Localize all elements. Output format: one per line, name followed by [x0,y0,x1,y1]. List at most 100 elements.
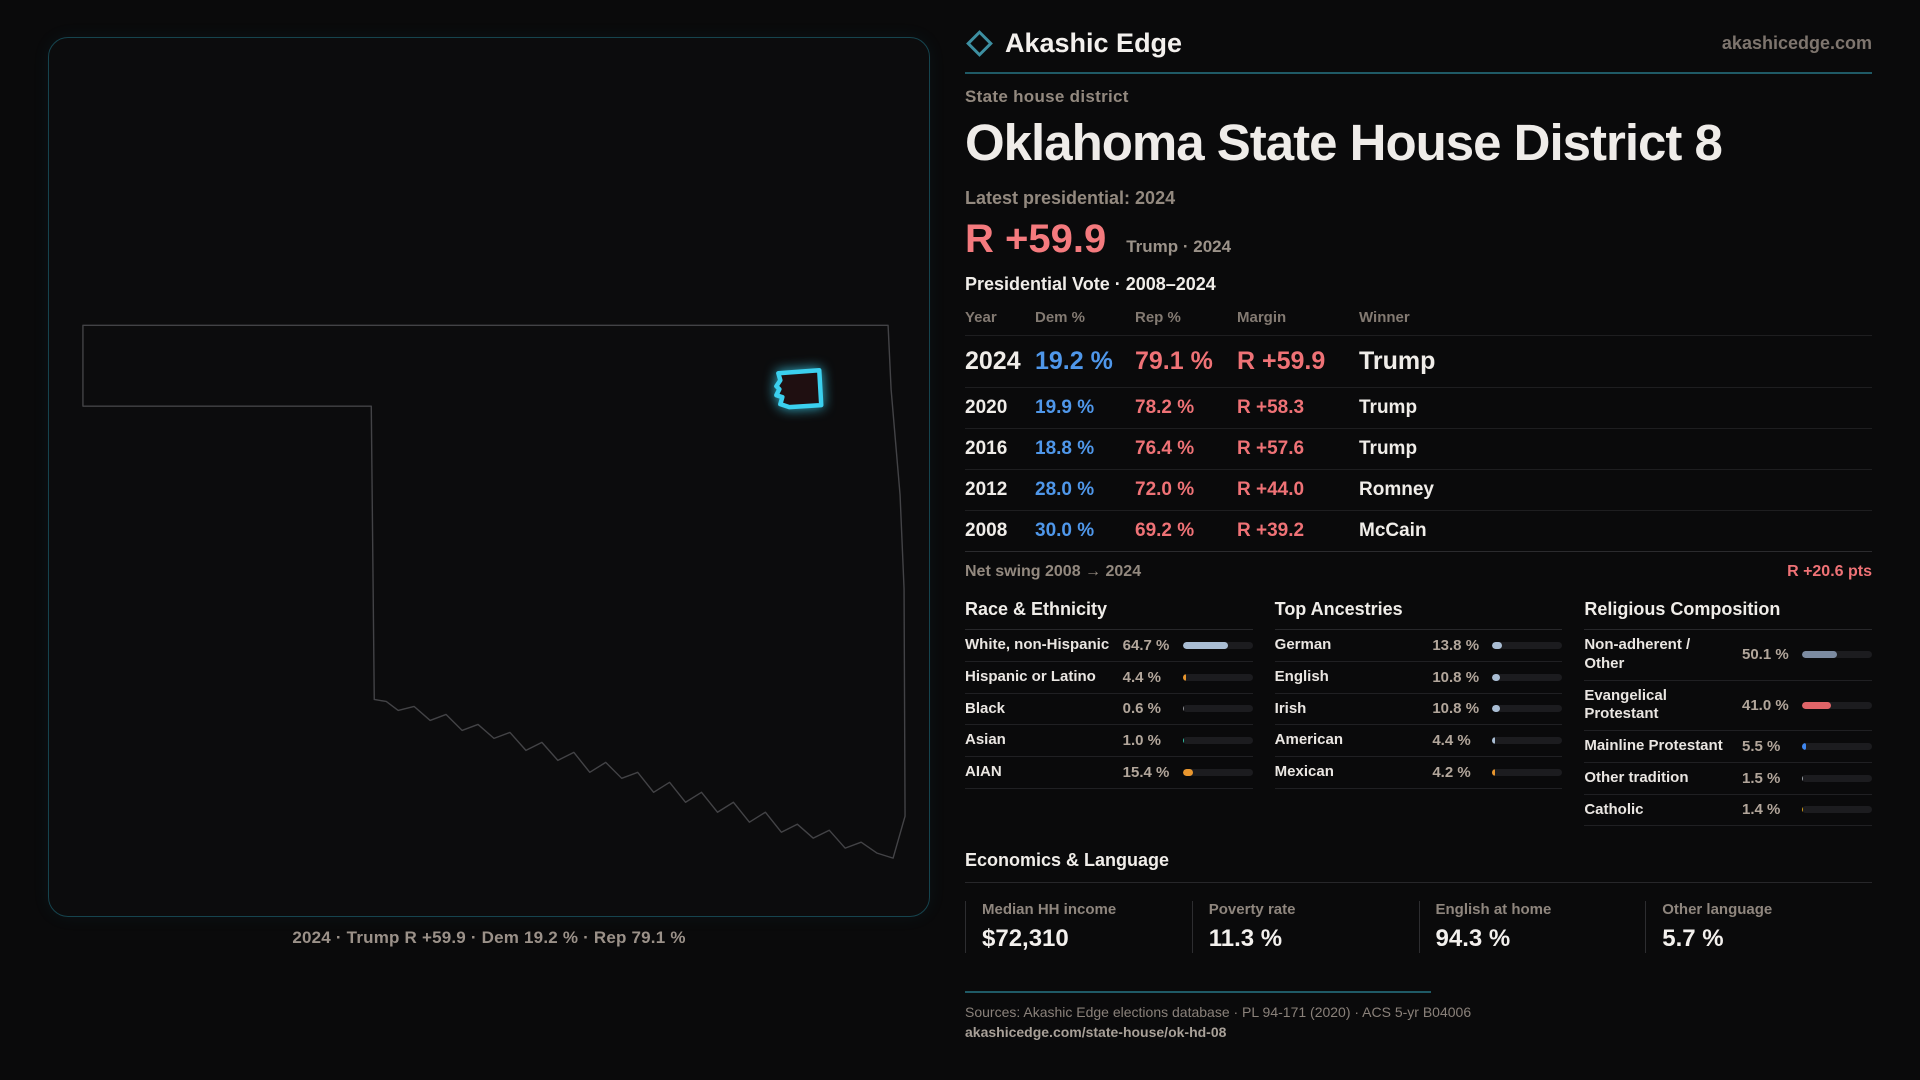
row-value: 10.8 % [1432,668,1480,686]
list-item: German 13.8 % [1274,630,1563,662]
row-label: Evangelical Protestant [1584,686,1667,723]
header-divider [965,72,1872,74]
row-bar [1492,768,1563,776]
vote-table: Year Dem % Rep % Margin Winner 2024 19.2… [965,303,1872,552]
cell-margin: R +58.3 [1237,397,1305,418]
row-bar [1801,651,1872,659]
list-item: Other tradition 1.5 % [1584,763,1872,795]
row-label: Hispanic or Latino [965,667,1096,685]
footer: Sources: Akashic Edge elections database… [965,991,1872,1042]
stat-value: $72,310 [982,925,1069,953]
cell-dem: 19.9 % [1035,397,1095,418]
list-item: Black 0.6 % [965,694,1253,726]
list-item: English 10.8 % [1274,662,1563,694]
cell-margin: R +44.0 [1237,479,1305,500]
cell-rep: 79.1 % [1135,347,1213,375]
row-bar [1801,806,1872,814]
net-swing-label: Net swing 2008 → 2024 [965,563,1142,580]
row-value: 50.1 % [1741,646,1789,664]
cell-dem: 28.0 % [1035,479,1095,500]
row-bar [1182,737,1253,745]
col-header-year: Year [965,309,997,326]
list-item: American 4.4 % [1274,725,1563,757]
cell-dem: 30.0 % [1035,520,1095,541]
stat-value: 5.7 % [1662,925,1724,953]
list-item: Evangelical Protestant 41.0 % [1584,681,1872,731]
table-row: 2008 30.0 % 69.2 % R +39.2 McCain [965,511,1872,552]
stat-label: Poverty rate [1208,901,1296,919]
row-label: Irish [1274,699,1307,717]
cell-rep: 69.2 % [1135,520,1195,541]
stat-label: English at home [1435,901,1552,919]
header: Akashic Edge akashicedge.com [965,28,1872,59]
ancestries-column: Top Ancestries German 13.8 % English 10.… [1274,599,1563,826]
list-item: Irish 10.8 % [1274,694,1563,726]
row-value: 41.0 % [1741,696,1789,714]
row-bar [1492,737,1563,745]
table-row: 2024 19.2 % 79.1 % R +59.9 Trump [965,336,1872,388]
cell-winner: Romney [1359,479,1434,500]
cell-winner: Trump [1359,347,1436,375]
net-swing-row: Net swing 2008 → 2024 R +20.6 pts [965,552,1872,581]
list-item: Hispanic or Latino 4.4 % [965,662,1253,694]
row-value: 1.0 % [1122,732,1162,750]
stat-other-language: Other language 5.7 % [1645,901,1872,954]
row-value: 10.8 % [1432,700,1480,718]
section-title: Race & Ethnicity [965,599,1253,630]
row-bar [1801,701,1872,709]
cell-year: 2012 [965,479,1008,500]
col-header-margin: Margin [1237,309,1287,326]
net-swing-value: R +20.6 pts [1787,563,1872,580]
latest-presidential-label: Latest presidential: 2024 [965,188,1176,208]
col-header-rep: Rep % [1135,309,1181,326]
headline-margin-row: R +59.9 Trump · 2024 [965,217,1872,262]
stat-english-at-home: English at home 94.3 % [1418,901,1646,954]
stat-value: 11.3 % [1208,925,1283,953]
race-ethnicity-column: Race & Ethnicity White, non-Hispanic 64.… [965,599,1253,826]
row-value: 4.4 % [1432,732,1471,750]
section-title: Religious Composition [1584,599,1872,630]
cell-dem: 19.2 % [1035,347,1113,375]
brand-site-link[interactable]: akashicedge.com [1721,33,1872,53]
row-bar [1182,641,1253,649]
cell-margin: R +39.2 [1237,520,1305,541]
permalink[interactable]: akashicedge.com/state-house/ok-hd-08 [965,1024,1227,1041]
cell-year: 2008 [965,520,1008,541]
vote-table-title: Presidential Vote · 2008–2024 [965,274,1216,294]
row-label: AIAN [965,763,1002,780]
list-item: Catholic 1.4 % [1584,795,1872,827]
sources-text: Sources: Akashic Edge elections database… [965,1004,1472,1021]
row-label: Non-adherent / Other [1584,636,1691,672]
row-label: Asian [965,731,1006,749]
cell-year: 2024 [965,347,1021,375]
stat-label: Median HH income [982,901,1117,919]
row-value: 1.4 % [1741,801,1781,819]
row-bar [1182,768,1253,776]
row-value: 64.7 % [1122,636,1170,654]
list-item: White, non-Hispanic 64.7 % [965,630,1253,662]
cell-year: 2016 [965,438,1008,459]
map-panel [48,37,930,917]
detail-panel: Akashic Edge akashicedge.com State house… [965,28,1872,1042]
page-title: Oklahoma State House District 8 [965,114,1723,171]
cell-winner: Trump [1359,397,1418,418]
headline-margin-value: R +59.9 [965,217,1107,261]
cell-dem: 18.8 % [1035,438,1095,459]
col-header-dem: Dem % [1035,309,1086,326]
row-value: 4.2 % [1432,763,1471,781]
cell-rep: 78.2 % [1135,397,1195,418]
oklahoma-state-outline [82,324,906,859]
row-label: Catholic [1584,800,1644,818]
stat-label: Other language [1662,901,1773,919]
row-value: 5.5 % [1741,737,1781,755]
row-bar [1182,705,1253,713]
cell-year: 2020 [965,397,1008,418]
oklahoma-map [82,324,906,859]
stat-value: 94.3 % [1435,925,1511,953]
eyebrow-label: State house district [965,87,1129,106]
district-8-shape [774,367,824,410]
row-value: 4.4 % [1122,668,1162,686]
map-caption: 2024 · Trump R +59.9 · Dem 19.2 % · Rep … [292,928,686,947]
economics-section: Economics & Language Median HH income $7… [965,850,1872,954]
row-bar [1492,673,1563,681]
